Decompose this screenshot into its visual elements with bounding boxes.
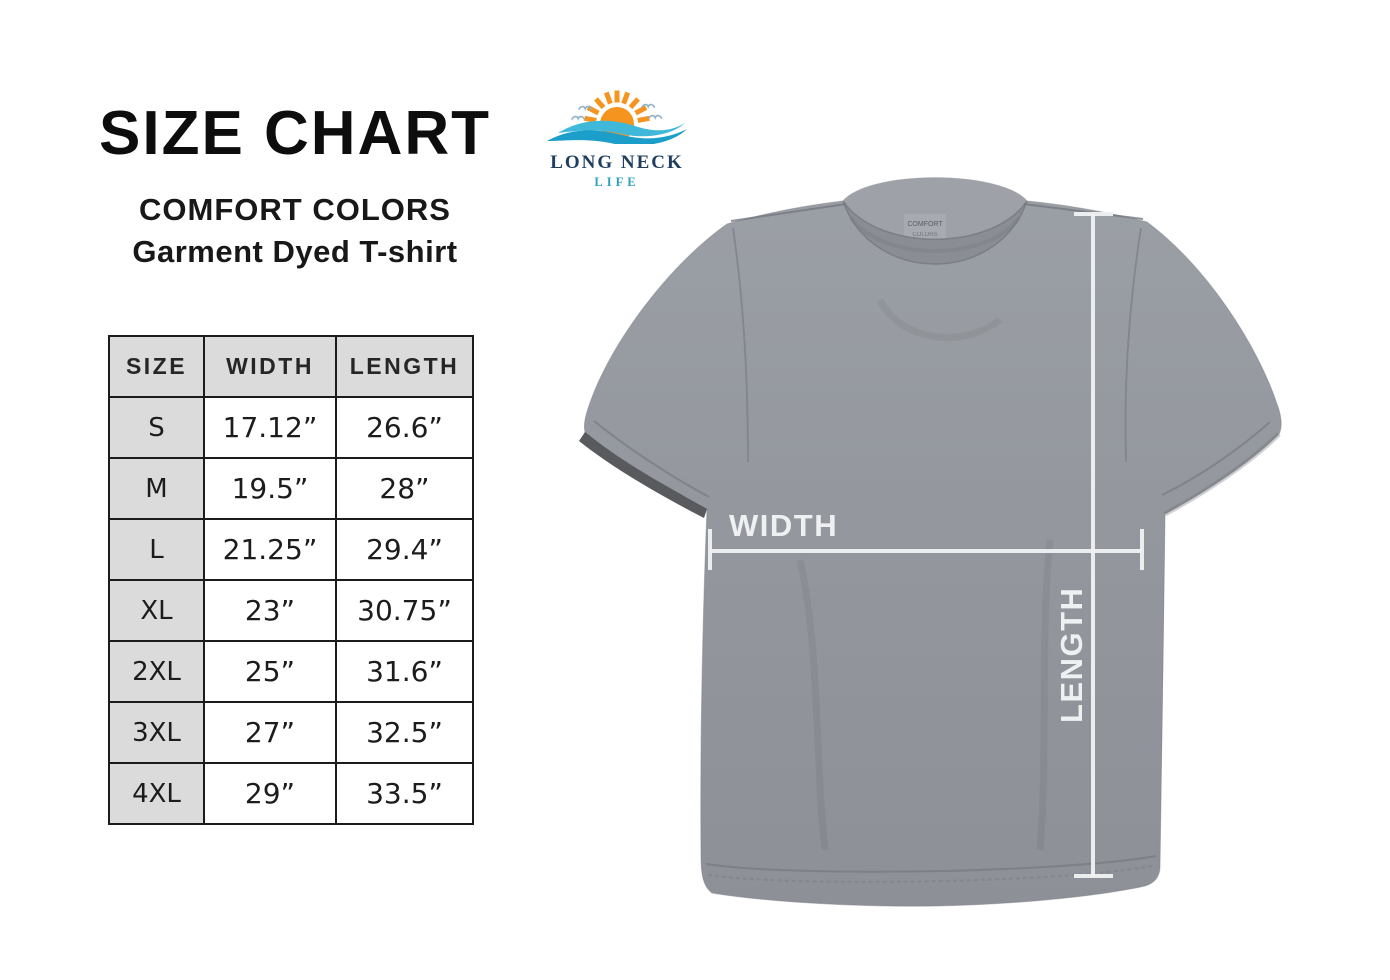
row-width-value: 27” bbox=[205, 703, 337, 764]
birds-icon bbox=[571, 103, 663, 121]
page-title: SIZE CHART bbox=[99, 99, 491, 168]
width-label: WIDTH bbox=[729, 508, 838, 543]
row-length-value: 32.5” bbox=[337, 703, 474, 764]
sleeve-hems bbox=[593, 420, 1271, 498]
bottom-hem bbox=[705, 855, 1157, 883]
row-length-value: 33.5” bbox=[337, 764, 474, 825]
logo-text-life: LIFE bbox=[594, 175, 640, 189]
measurement-lines bbox=[708, 212, 1144, 878]
collar-inside bbox=[843, 177, 1027, 240]
row-length-value: 29.4” bbox=[337, 520, 474, 581]
row-size-label: XL bbox=[110, 581, 205, 642]
shoulder-seams bbox=[730, 203, 1144, 222]
fabric-wrinkles bbox=[796, 298, 1054, 851]
tag-brand-line1: COMFORT bbox=[907, 221, 943, 228]
measurement-overlay: WIDTH LENGTH bbox=[708, 212, 1144, 878]
neck-tag: COMFORT COLORS bbox=[904, 214, 946, 242]
brand-logo: LONG NECK LIFE bbox=[542, 86, 692, 198]
tag-brand-line2: COLORS bbox=[912, 232, 937, 238]
logo-emblem-icon bbox=[547, 90, 687, 146]
row-width-value: 29” bbox=[205, 764, 337, 825]
row-size-label: 2XL bbox=[110, 642, 205, 703]
row-length-value: 31.6” bbox=[337, 642, 474, 703]
row-size-label: M bbox=[110, 459, 205, 520]
col-header-width: WIDTH bbox=[205, 337, 337, 398]
col-header-length: LENGTH bbox=[337, 337, 474, 398]
logo-text-long-neck: LONG NECK bbox=[550, 152, 684, 173]
row-size-label: 4XL bbox=[110, 764, 205, 825]
row-width-value: 25” bbox=[205, 642, 337, 703]
sleeve-shadow bbox=[579, 432, 707, 518]
row-length-value: 28” bbox=[337, 459, 474, 520]
row-width-value: 21.25” bbox=[205, 520, 337, 581]
row-width-value: 19.5” bbox=[205, 459, 337, 520]
armhole-seams bbox=[732, 227, 1142, 463]
row-size-label: 3XL bbox=[110, 703, 205, 764]
collar-ribbing bbox=[842, 200, 1028, 265]
size-table: SIZE WIDTH LENGTH S 17.12” 26.6” M 19.5”… bbox=[108, 335, 474, 825]
length-label: LENGTH bbox=[1054, 587, 1089, 723]
row-width-value: 23” bbox=[205, 581, 337, 642]
tshirt-image: COMFORT COLORS bbox=[579, 177, 1282, 907]
row-length-value: 26.6” bbox=[337, 398, 474, 459]
row-width-value: 17.12” bbox=[205, 398, 337, 459]
waves-icon bbox=[547, 120, 687, 146]
row-length-value: 30.75” bbox=[337, 581, 474, 642]
row-size-label: L bbox=[110, 520, 205, 581]
subtitle-product: Garment Dyed T-shirt bbox=[132, 234, 458, 269]
row-size-label: S bbox=[110, 398, 205, 459]
subtitle-brand: COMFORT COLORS bbox=[139, 192, 451, 227]
col-header-size: SIZE bbox=[110, 337, 205, 398]
